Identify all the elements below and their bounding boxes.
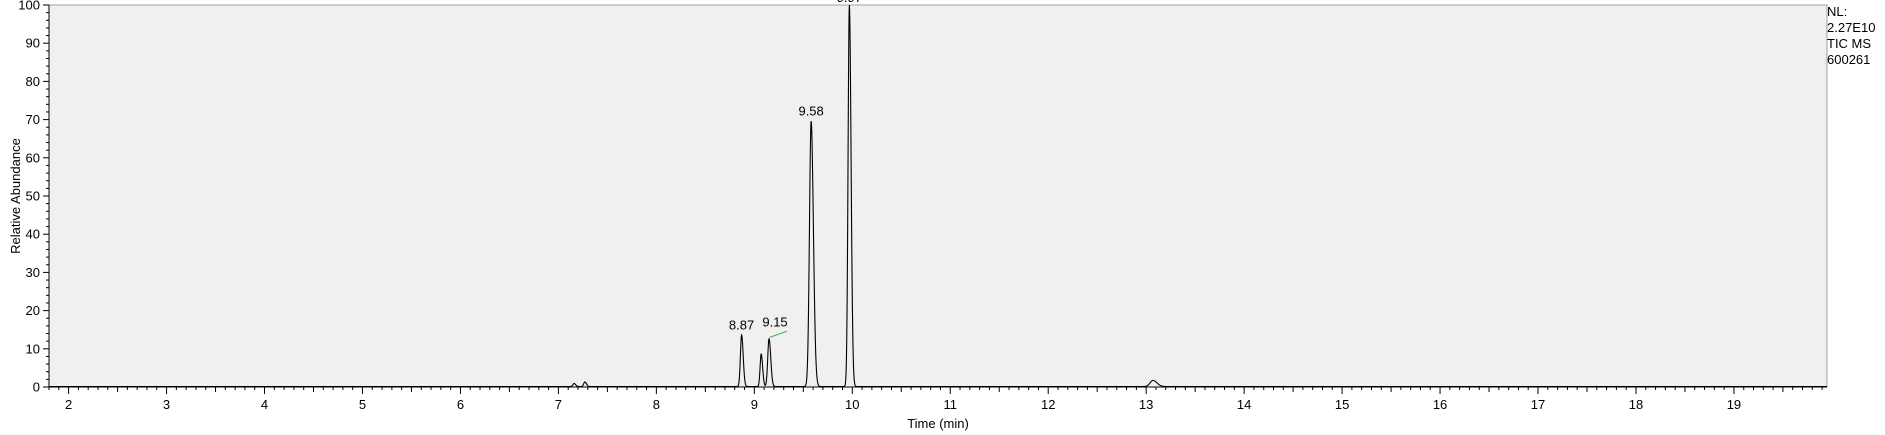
peak-labels: 8.87 9.15 9.58 9.97 [729,0,862,338]
nl-label: NL: [1827,4,1848,19]
file-id: 600261 [1827,52,1871,67]
x-tick-label: 17 [1531,397,1545,412]
nl-value: 2.27E10 [1827,20,1876,35]
scan-filter: TIC MS [1827,36,1872,51]
x-tick-label: 16 [1433,397,1447,412]
y-tick-label: 50 [26,189,40,204]
x-axis-title: Time (min) [907,416,969,431]
x-tick-label: 7 [555,397,562,412]
y-tick-label: 70 [26,112,40,127]
x-tick-label: 5 [359,397,366,412]
peak-label-connector [769,330,788,338]
normalization-info: NL: 2.27E10 TIC MS 600261 [1827,4,1875,68]
x-tick-label: 19 [1727,397,1741,412]
peak-label: 9.97 [837,0,862,5]
x-tick-label: 6 [457,397,464,412]
peak-label: 8.87 [729,317,754,332]
y-tick-label: 10 [26,341,40,356]
y-tick-label: 100 [18,0,40,13]
y-tick-label: 0 [33,380,40,395]
x-tick-label: 18 [1629,397,1643,412]
peak-label: 9.15 [762,314,787,329]
x-tick-label: 2 [65,397,72,412]
y-tick-label: 80 [26,74,40,89]
x-tick-label: 10 [845,397,859,412]
x-tick-label: 4 [261,397,268,412]
x-tick-label: 14 [1237,397,1251,412]
y-tick-label: 20 [26,303,40,318]
x-tick-label: 11 [943,397,957,412]
peak-label: 9.58 [798,104,823,119]
y-tick-label: 40 [26,227,40,242]
y-tick-label: 90 [26,36,40,51]
x-tick-label: 3 [163,397,170,412]
x-tick-label: 15 [1335,397,1349,412]
y-tick-label: 60 [26,150,40,165]
y-axis-title: Relative Abundance [8,138,23,254]
x-tick-label: 8 [653,397,660,412]
x-axis: 2 3 4 5 6 7 8 9 10 11 12 13 14 15 16 17 18 19 [48,387,1823,412]
x-tick-label: 12 [1041,397,1055,412]
y-tick-label: 30 [26,265,40,280]
plot-area [48,4,1828,388]
x-tick-label: 9 [751,397,758,412]
x-tick-label: 13 [1139,397,1153,412]
